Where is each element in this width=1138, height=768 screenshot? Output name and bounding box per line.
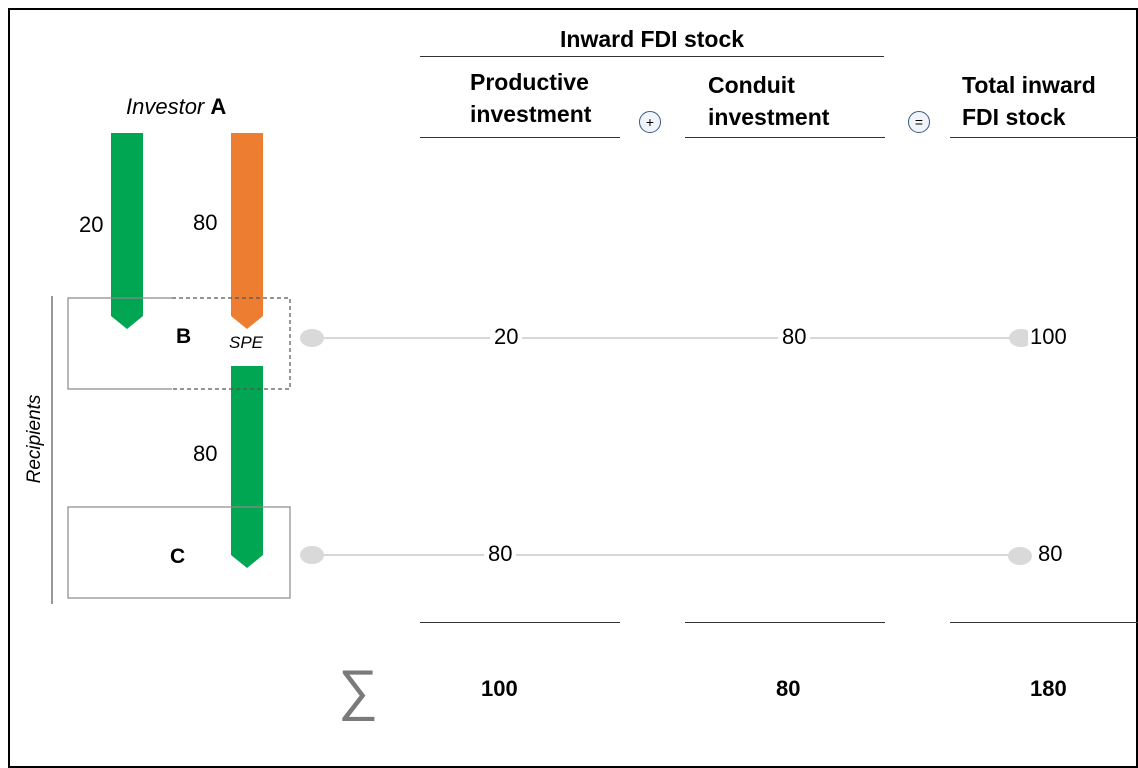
investor-letter: A [210, 94, 227, 119]
orange-arrow-a-to-spe [231, 133, 263, 329]
investor-prefix: Investor [126, 94, 205, 119]
conduit-bottom-rule [685, 622, 885, 623]
entity-b-label: B [176, 325, 192, 348]
sigma-icon: ∑ [338, 658, 378, 721]
flow-label-a-to-b: 20 [79, 212, 104, 237]
green-arrow-a-to-b [111, 133, 143, 329]
recipients-label: Recipients [24, 394, 45, 484]
total-total: 180 [1030, 676, 1067, 701]
row-c-start-dot [300, 546, 324, 564]
col-conduit-line2: investment [708, 104, 830, 130]
group-title: Inward FDI stock [560, 26, 745, 52]
conduit-header-rule [685, 137, 885, 138]
row-b-end-dot [1009, 329, 1033, 347]
col-total-line2: FDI stock [962, 104, 1066, 130]
total-conduit: 80 [776, 676, 801, 701]
box-b [67, 297, 172, 390]
row-c-end-dot [1008, 547, 1032, 565]
investor-label: Investor A [126, 94, 226, 120]
entity-spe-label: SPE [229, 333, 264, 352]
flow-label-a-to-spe: 80 [193, 210, 218, 235]
productive-bottom-rule [420, 622, 620, 623]
box-c [67, 506, 291, 599]
row-b-total: 100 [1028, 324, 1069, 350]
total-header-rule [950, 137, 1138, 138]
col-total-line1: Total inward [962, 72, 1096, 98]
row-c-productive: 80 [484, 541, 517, 567]
col-productive-line2: investment [470, 101, 592, 127]
productive-header-rule [420, 137, 620, 138]
row-b-connector [312, 337, 1020, 339]
entity-c-label: C [170, 545, 186, 568]
total-bottom-rule [950, 622, 1138, 623]
row-c-total: 80 [1036, 541, 1065, 567]
row-b-productive: 20 [490, 324, 523, 350]
row-b-conduit: 80 [778, 324, 811, 350]
equals-icon: = [908, 111, 930, 133]
plus-icon: + [639, 111, 661, 133]
row-b-start-dot [300, 329, 324, 347]
flow-label-spe-to-c: 80 [193, 441, 218, 466]
row-c-connector [312, 554, 1020, 556]
group-title-rule [420, 56, 884, 57]
green-arrow-spe-to-c [231, 366, 263, 568]
total-productive: 100 [481, 676, 518, 701]
col-productive-line1: Productive [470, 69, 589, 95]
col-conduit-line1: Conduit [708, 72, 795, 98]
box-spe [172, 297, 291, 390]
